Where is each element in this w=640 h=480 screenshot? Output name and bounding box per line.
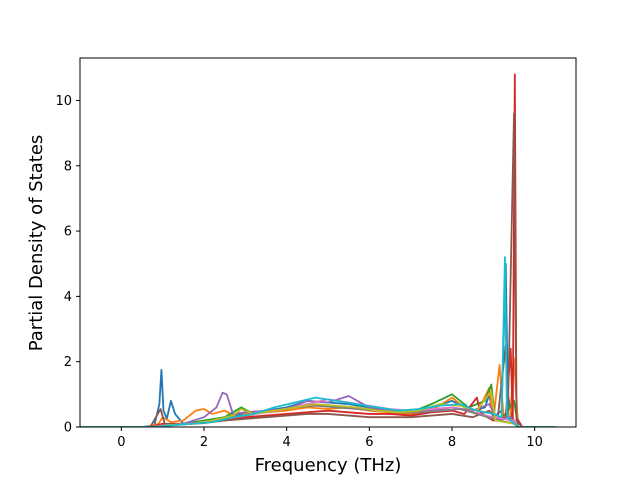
- x-tick-label: 8: [448, 435, 456, 450]
- y-tick-label: 0: [64, 421, 72, 436]
- x-tick-label: 2: [200, 435, 208, 450]
- series-layer: [80, 73, 556, 427]
- y-tick-label: 10: [55, 94, 72, 109]
- x-tick-label: 0: [117, 435, 125, 450]
- y-axis-label: Partial Density of States: [26, 135, 47, 352]
- plot-frame: [79, 57, 577, 428]
- y-tick-label: 8: [64, 159, 72, 174]
- x-axis-ticks: 0 2 4 6 8 10: [117, 427, 543, 450]
- x-tick-label: 4: [283, 435, 291, 450]
- y-tick-label: 6: [64, 225, 72, 240]
- x-tick-label: 10: [526, 435, 543, 450]
- pdos-series-line-10: [80, 256, 556, 427]
- x-tick-label: 6: [365, 435, 373, 450]
- y-axis-ticks: 0 2 4 6 8 10: [55, 94, 80, 436]
- x-axis-label: Frequency (THz): [255, 455, 402, 476]
- y-tick-label: 2: [64, 355, 72, 370]
- pdos-series-line-9: [80, 390, 556, 427]
- y-tick-label: 4: [64, 290, 72, 305]
